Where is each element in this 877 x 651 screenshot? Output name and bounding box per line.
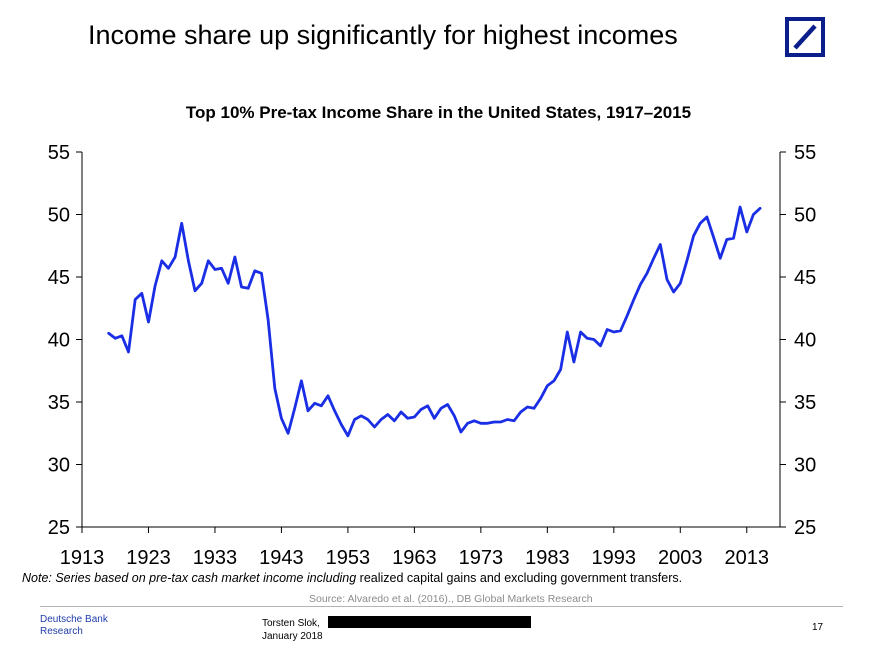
y-tick-left-label: 35 — [48, 392, 70, 414]
y-tick-left-label: 50 — [48, 205, 70, 227]
x-tick-label: 2013 — [725, 547, 770, 569]
footer-brand: Deutsche Bank Research — [40, 614, 108, 638]
x-tick-label: 1973 — [459, 547, 504, 569]
y-tick-left-label: 40 — [48, 330, 70, 352]
y-tick-right-label: 30 — [794, 455, 816, 477]
x-tick-label: 2003 — [658, 547, 703, 569]
x-tick-label: 1913 — [60, 547, 105, 569]
chart-title: Top 10% Pre-tax Income Share in the Unit… — [185, 103, 692, 122]
author-name: Torsten Slok, — [262, 618, 320, 629]
y-tick-right-label: 25 — [794, 517, 816, 539]
footer-author: Torsten Slok, January 2018 — [262, 617, 323, 643]
y-tick-left-label: 25 — [48, 517, 70, 539]
x-tick-label: 1933 — [193, 547, 238, 569]
y-tick-right-label: 40 — [794, 330, 816, 352]
x-tick-label: 1983 — [525, 547, 570, 569]
y-tick-left-label: 45 — [48, 267, 70, 289]
page-number: 17 — [812, 622, 824, 633]
y-tick-left-label: 30 — [48, 455, 70, 477]
brand-division: Research — [40, 626, 83, 637]
report-date: January 2018 — [262, 631, 323, 642]
redaction-bar — [328, 616, 531, 628]
footer-divider — [40, 606, 843, 607]
logo-slash-icon — [793, 24, 817, 50]
y-tick-right-label: 50 — [794, 205, 816, 227]
deutsche-bank-logo — [785, 17, 825, 57]
page-title: Income share up significantly for highes… — [88, 20, 678, 50]
x-tick-label: 1923 — [126, 547, 171, 569]
y-tick-right-label: 35 — [794, 392, 816, 414]
brand-name: Deutsche Bank — [40, 614, 108, 625]
x-tick-label: 1943 — [259, 547, 304, 569]
series-line — [107, 205, 762, 438]
note-regular-text: realized capital gains and excluding gov… — [356, 571, 683, 585]
note-italic-text: Note: Series based on pre-tax cash marke… — [22, 571, 357, 585]
source-text: Source: Alvaredo et al. (2016)., DB Glob… — [309, 593, 593, 605]
x-tick-label: 1963 — [392, 547, 437, 569]
y-tick-right-label: 55 — [794, 142, 816, 164]
x-tick-label: 1993 — [592, 547, 637, 569]
y-tick-right-label: 45 — [794, 267, 816, 289]
x-tick-label: 1953 — [326, 547, 371, 569]
y-tick-left-label: 55 — [48, 142, 70, 164]
chart-note: Note: Series based on pre-tax cash marke… — [22, 571, 682, 585]
